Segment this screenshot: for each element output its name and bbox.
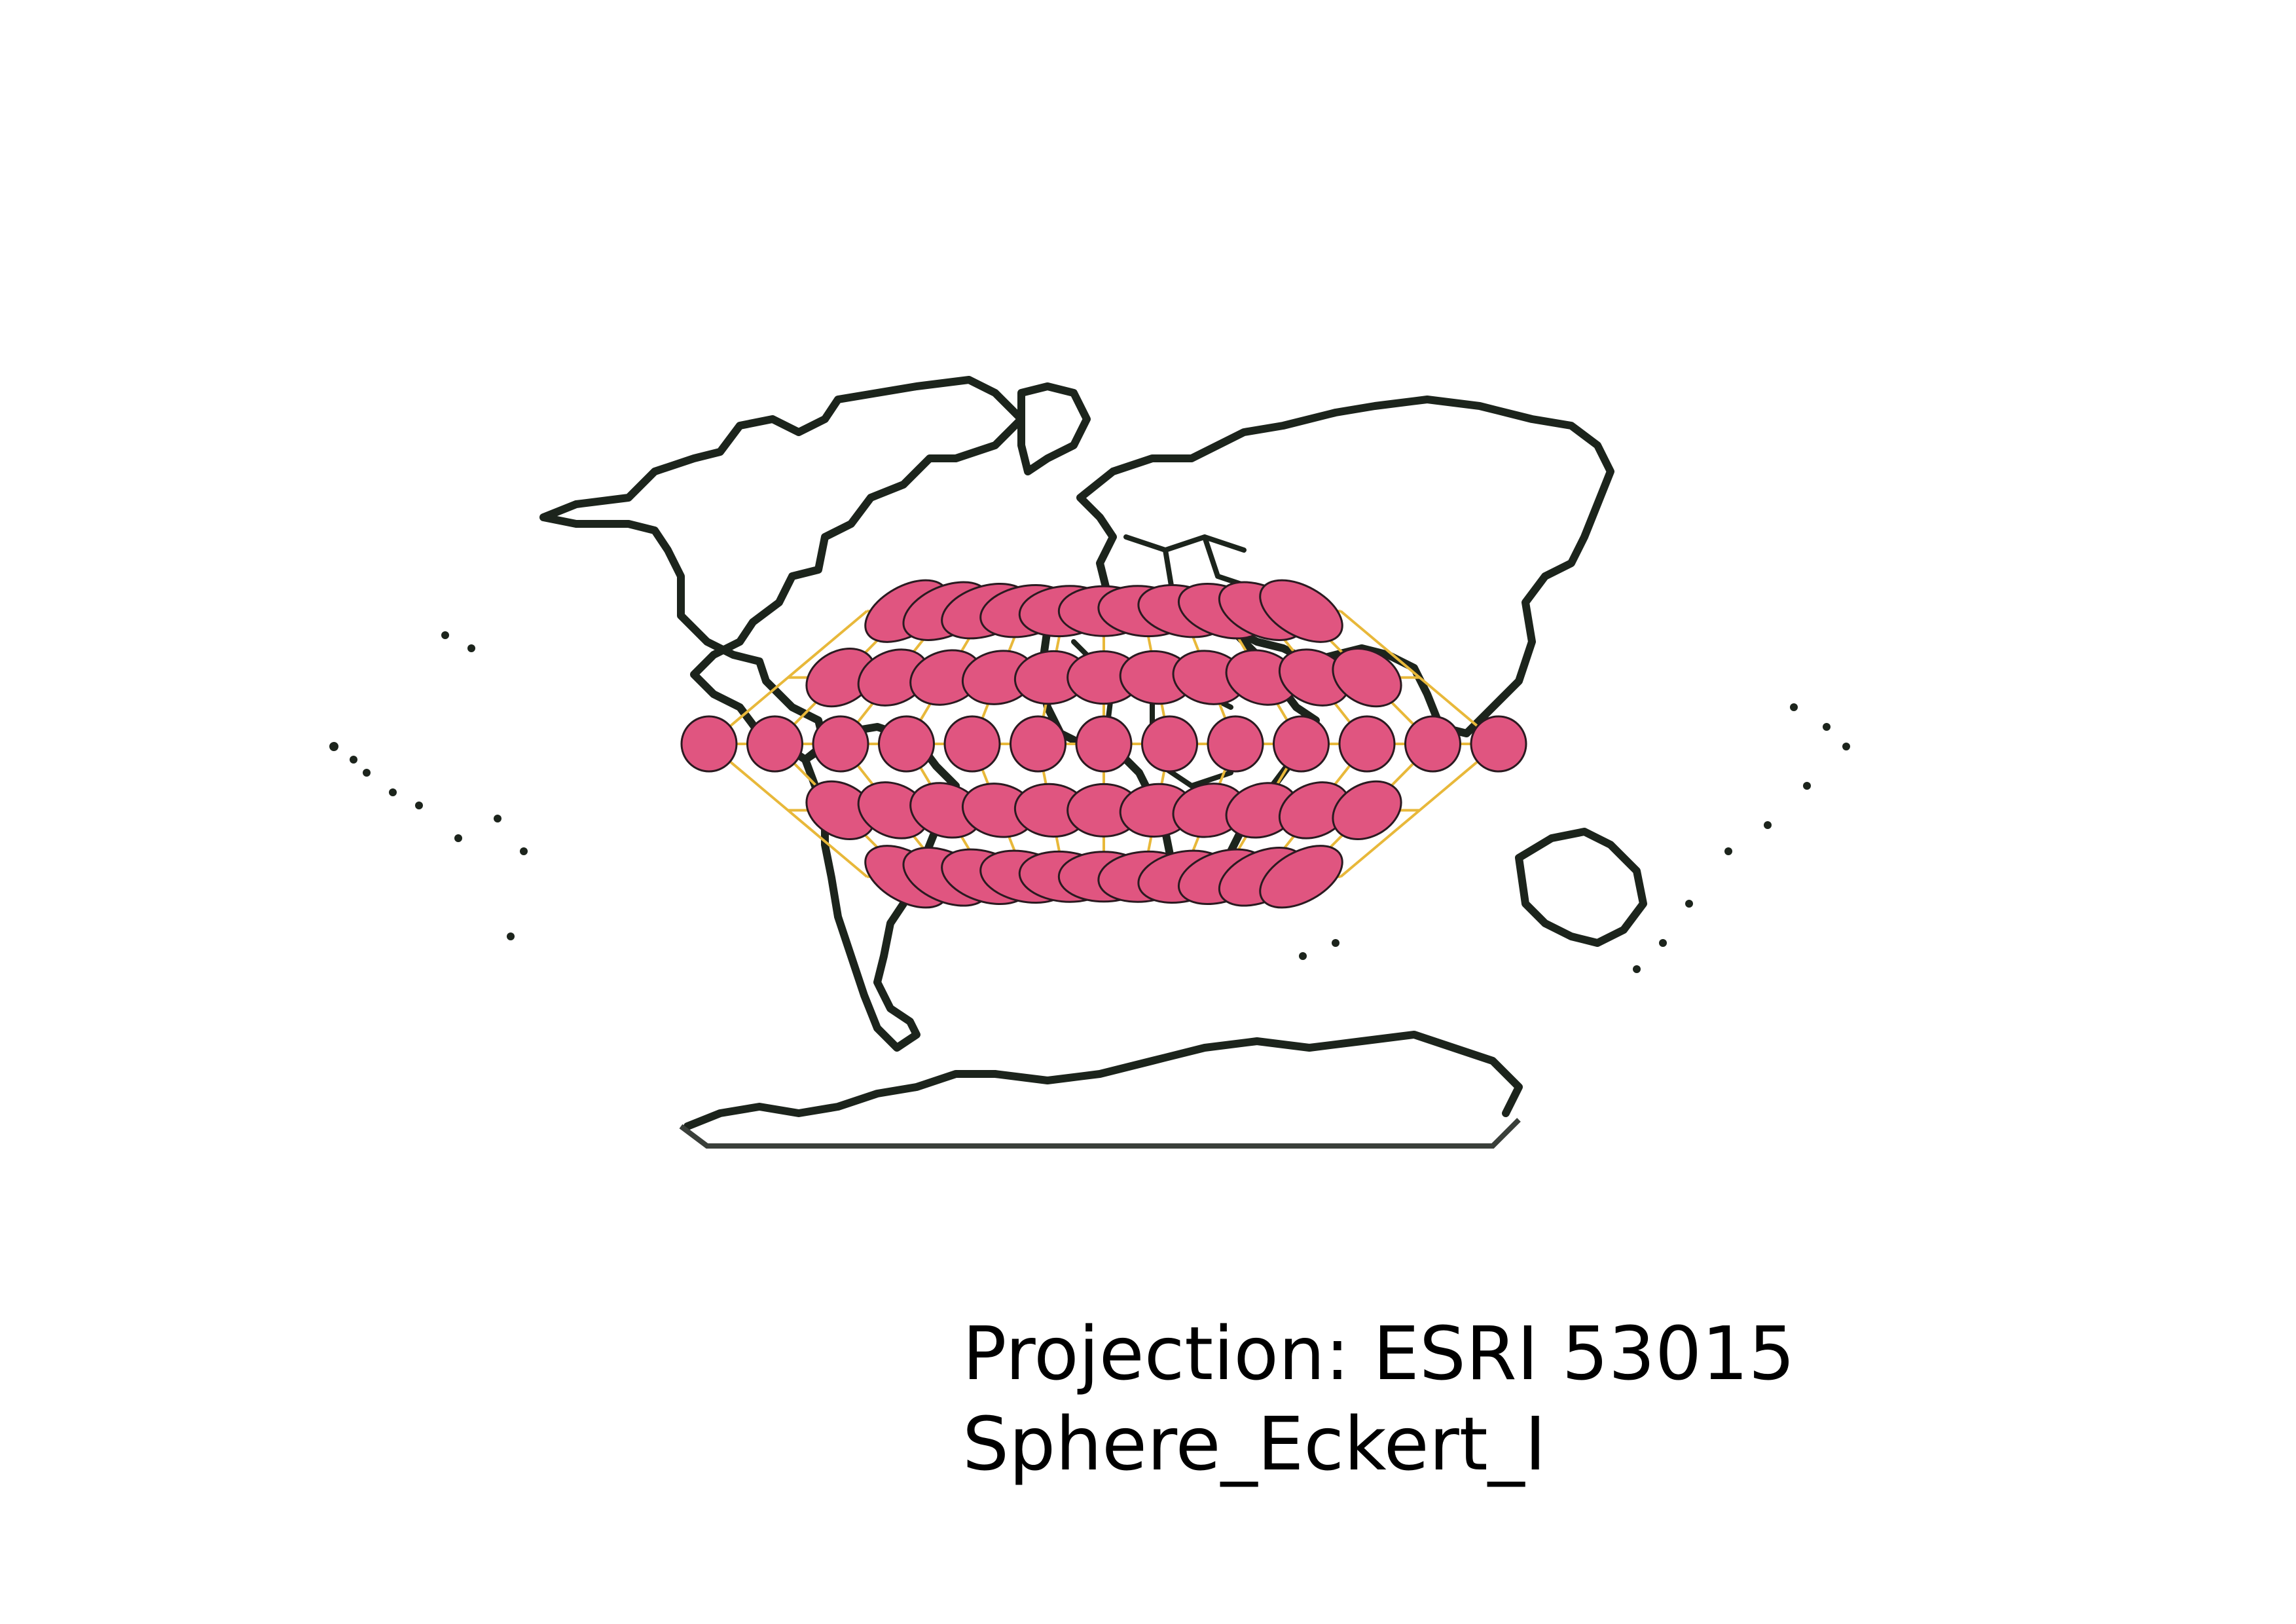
projection-name: Sphere_Eckert_I — [962, 1402, 1546, 1487]
tissot-indicatrix — [1259, 845, 1343, 909]
borders-europe — [1123, 534, 1260, 592]
tissot-indicatrix — [1338, 715, 1396, 773]
map-bottom-outline — [679, 1118, 1521, 1149]
tissot-indicatrix — [1207, 715, 1264, 773]
tissot-indicatrix — [746, 715, 803, 773]
projection-caption: Projection: ESRI 53015 — [962, 1312, 1795, 1397]
tissot-indicatrix — [1141, 715, 1198, 773]
coastlines — [329, 376, 1850, 1130]
tissot-indicatrices — [680, 579, 1527, 909]
coastline-north-america — [539, 376, 1025, 764]
tissot-indicatrix — [1259, 579, 1343, 643]
tissot-indicatrix — [1273, 715, 1330, 773]
tissot-indicatrix — [1404, 715, 1461, 773]
coastline-south-america — [801, 723, 960, 1052]
coastline-antarctica — [683, 1031, 1523, 1130]
tissot-indicatrix — [1075, 715, 1133, 773]
tissot-indicatrix — [1332, 780, 1402, 841]
tissot-indicatrix — [1010, 715, 1066, 773]
tissot-indicatrix — [680, 715, 738, 773]
tissot-indicatrix — [878, 715, 935, 773]
coastline-australia — [1515, 828, 1647, 947]
tissot-indicatrix — [1332, 647, 1402, 708]
coastline-greenland — [1017, 382, 1091, 475]
tissot-indicatrix — [1470, 715, 1527, 773]
islands — [329, 631, 1850, 973]
tissot-indicatrix — [812, 715, 869, 773]
tissot-indicatrix — [943, 715, 1001, 773]
